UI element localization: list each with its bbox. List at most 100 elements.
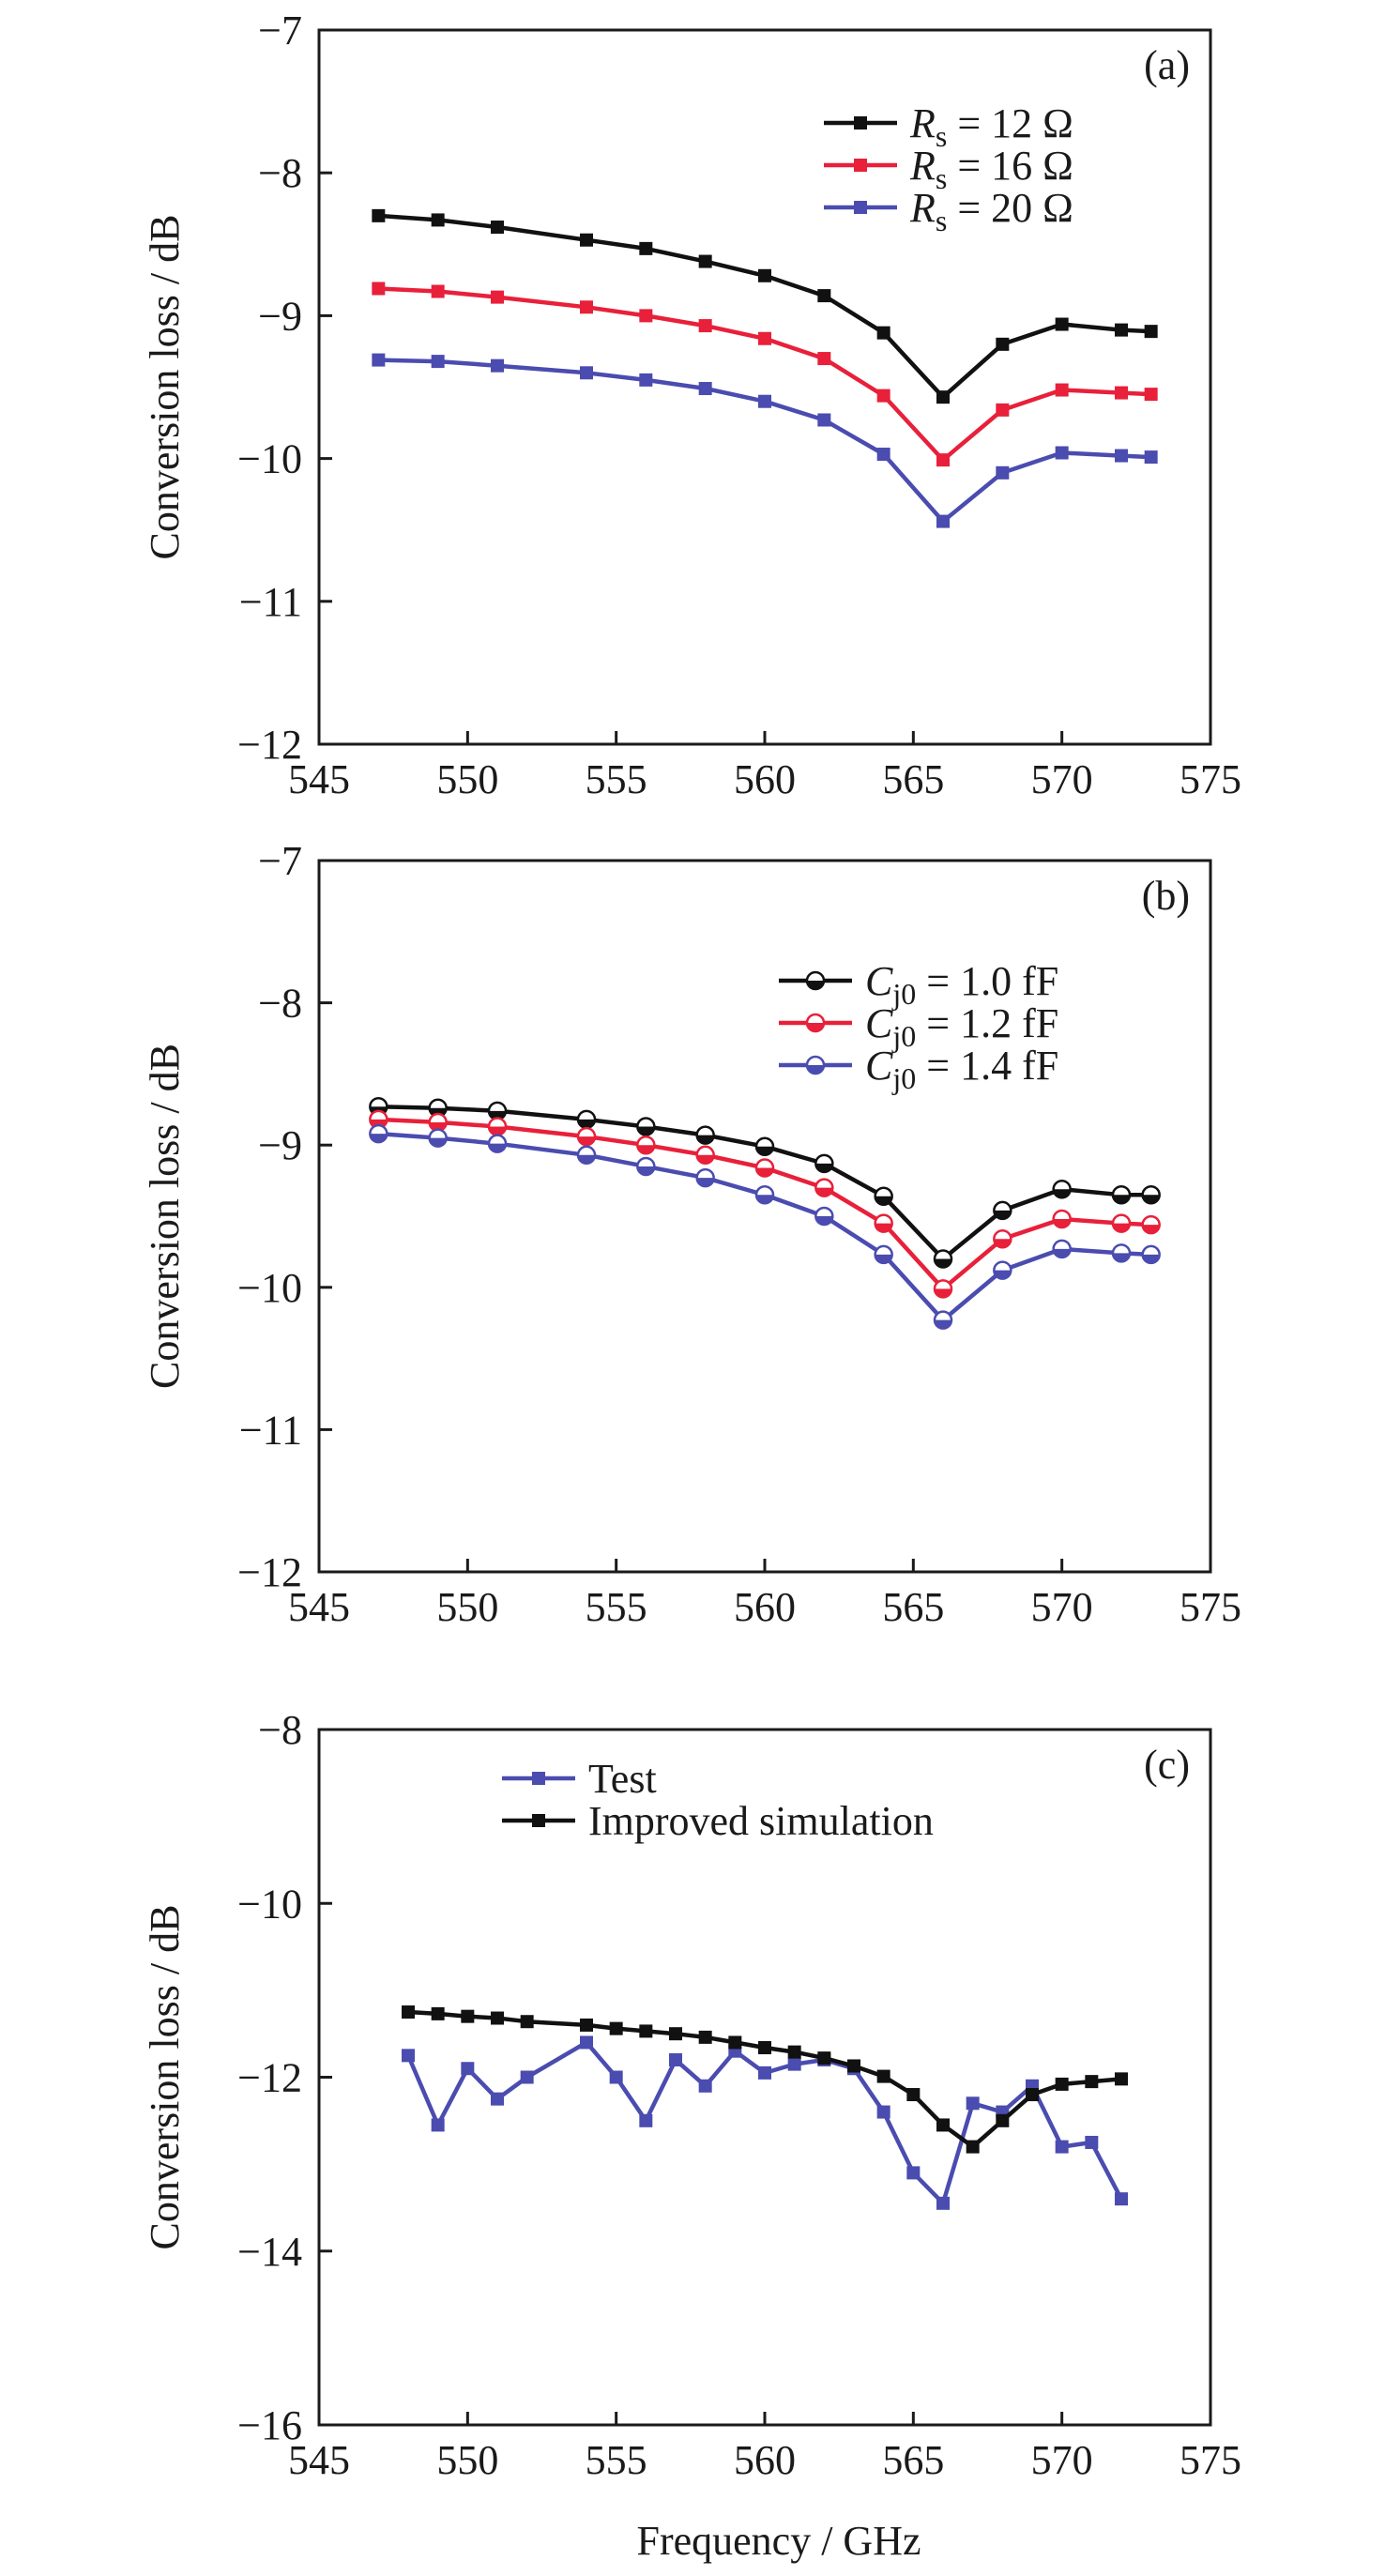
data-point	[431, 213, 445, 227]
data-point	[1052, 1209, 1072, 1229]
data-point	[758, 2041, 771, 2055]
data-point	[636, 1135, 656, 1155]
y-tick-label: −8	[258, 150, 302, 196]
x-tick-label: 575	[1180, 756, 1241, 802]
y-tick-label: −8	[258, 981, 302, 1027]
data-point	[933, 1249, 953, 1269]
data-point	[428, 1112, 448, 1133]
data-point	[698, 382, 712, 396]
data-point	[874, 1213, 893, 1233]
legend-label: Rs = 20 Ω	[909, 185, 1073, 237]
x-tick-label: 570	[1031, 1584, 1093, 1630]
data-point	[996, 337, 1010, 351]
data-point	[695, 1167, 715, 1188]
x-tick-label: 560	[734, 756, 796, 802]
data-point	[520, 2015, 534, 2029]
data-point	[639, 2113, 653, 2127]
data-point	[1026, 2088, 1039, 2102]
series-1	[372, 208, 1158, 404]
data-point	[906, 2088, 921, 2102]
data-point	[372, 353, 386, 367]
data-point	[1115, 449, 1128, 463]
y-tick-label: −14	[237, 2229, 302, 2275]
data-point	[754, 1158, 775, 1178]
data-point	[758, 394, 771, 408]
data-point	[1055, 2140, 1069, 2154]
data-point	[431, 2118, 445, 2132]
series-3	[372, 353, 1158, 528]
data-point	[936, 2196, 950, 2210]
data-point	[372, 282, 386, 296]
series-2	[372, 282, 1158, 467]
chart-panel-2: 545 550 555 560 565 570 575 −12 −11 −10 −9 −8 −7 Conv…	[142, 838, 1241, 1630]
data-point	[936, 2118, 950, 2132]
series-2	[402, 2005, 1128, 2154]
data-point	[609, 2021, 623, 2035]
data-point	[487, 1134, 508, 1153]
chart-panel-3: 545 550 555 560 565 570 575 −16 −14 −12 −10 −8 Conve…	[142, 1707, 1241, 2483]
data-point	[754, 1136, 775, 1156]
x-tick-label: 565	[882, 1584, 944, 1630]
data-point	[372, 208, 386, 222]
data-point	[639, 241, 653, 255]
y-tick-label: −16	[237, 2402, 302, 2448]
data-point	[1144, 388, 1158, 402]
panel-label: (a)	[1144, 42, 1190, 88]
data-point	[933, 1279, 953, 1299]
data-point	[491, 221, 504, 235]
data-point	[906, 2166, 921, 2180]
data-point	[1111, 1185, 1132, 1205]
series-line	[378, 358, 1151, 524]
data-point	[491, 290, 504, 304]
legend-label: Cj0 = 1.0 fF	[865, 958, 1058, 1011]
data-point	[695, 1125, 715, 1145]
x-axis-title: Frequency / GHz	[636, 2518, 921, 2564]
series-line	[378, 213, 1151, 400]
x-tick-label: 565	[882, 2437, 944, 2483]
data-point	[698, 254, 712, 268]
series-line	[378, 286, 1151, 463]
data-point	[817, 413, 831, 427]
series-3	[369, 1123, 1161, 1330]
y-axis-title: Conversion loss / dB	[142, 1044, 188, 1389]
data-point	[576, 1126, 597, 1147]
data-point	[728, 2035, 742, 2050]
x-tick-label: 565	[882, 756, 944, 802]
data-point	[996, 2113, 1010, 2127]
data-point	[639, 373, 653, 387]
series-line	[378, 1131, 1151, 1322]
data-point	[876, 448, 890, 462]
data-point	[669, 2027, 682, 2041]
x-tick-label: 575	[1180, 2437, 1241, 2483]
legend-marker	[805, 970, 826, 991]
data-point	[402, 2049, 415, 2063]
data-point	[369, 1123, 388, 1144]
data-point	[1085, 2075, 1099, 2089]
data-point	[876, 326, 890, 340]
x-tick-label: 555	[586, 2437, 647, 2483]
y-tick-label: −12	[237, 1549, 302, 1595]
data-point	[1055, 383, 1069, 397]
series-2	[369, 1109, 1161, 1299]
legend-marker	[854, 116, 867, 130]
x-tick-label: 550	[436, 2437, 498, 2483]
y-axis-title: Conversion loss / dB	[142, 215, 188, 560]
data-point	[996, 403, 1010, 417]
legend-label: Test	[588, 1756, 657, 1802]
data-point	[1055, 446, 1069, 460]
y-tick-label: −12	[237, 722, 302, 768]
y-tick-label: −7	[258, 8, 302, 53]
data-point	[993, 1200, 1012, 1221]
data-point	[487, 1117, 508, 1136]
legend-marker	[532, 1772, 545, 1785]
data-point	[580, 233, 593, 247]
data-point	[580, 300, 593, 314]
x-tick-label: 545	[288, 2437, 350, 2483]
data-point	[580, 366, 593, 380]
chart-panel-1: 545 550 555 560 565 570 575 −12 −11 −10 −9 −8 −7 Conv…	[142, 8, 1241, 802]
legend-label: Cj0 = 1.4 fF	[865, 1043, 1058, 1095]
y-tick-label: −9	[258, 1122, 302, 1168]
data-point	[402, 2005, 415, 2020]
legend-marker	[854, 201, 867, 214]
